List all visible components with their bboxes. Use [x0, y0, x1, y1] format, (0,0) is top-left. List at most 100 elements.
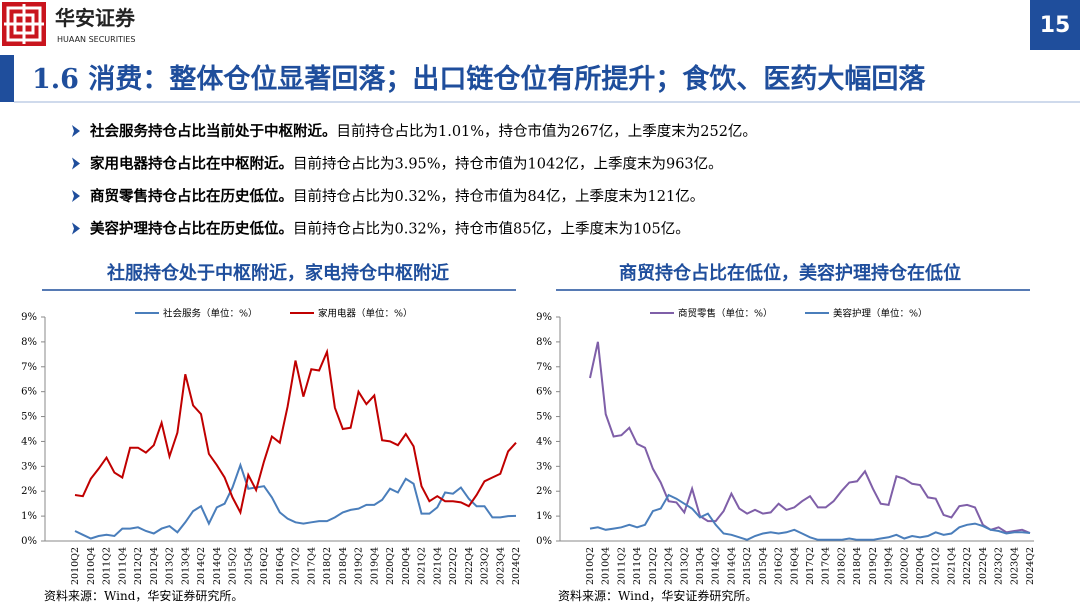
x-tick-label: 2010Q2 [585, 547, 596, 585]
x-tick-label: 2023Q4 [1009, 547, 1020, 585]
page-number: 15 [1040, 13, 1071, 38]
y-tick-label: 6% [536, 387, 552, 398]
x-tick-label: 2011Q4 [117, 547, 128, 585]
x-tick-label: 2015Q2 [742, 547, 753, 585]
bullet-list: 社会服务持仓占比当前处于中枢附近。目前持仓占比为1.01%，持仓市值为267亿，… [72, 122, 757, 238]
x-tick-label: 2018Q4 [338, 547, 349, 585]
y-tick-label: 5% [21, 412, 37, 423]
title-bar [0, 55, 14, 102]
x-tick-label: 2018Q2 [322, 547, 333, 585]
source-note: 资料来源：Wind，华安证券研究所。 [558, 588, 757, 603]
y-tick-label: 5% [536, 412, 552, 423]
x-tick-label: 2016Q4 [789, 547, 800, 585]
x-tick-label: 2015Q4 [758, 547, 769, 585]
legend-label: 商贸零售（单位：%） [678, 308, 773, 320]
y-tick-label: 6% [21, 387, 37, 398]
y-tick-label: 9% [536, 312, 552, 323]
x-tick-label: 2012Q2 [648, 547, 659, 585]
panel-heading: 商贸持仓占比在低位，美容护理持仓在低位 [619, 262, 961, 284]
x-tick-label: 2017Q2 [291, 547, 302, 585]
x-tick-label: 2018Q2 [836, 547, 847, 585]
x-tick-label: 2023Q2 [480, 547, 491, 585]
x-tick-label: 2020Q2 [385, 547, 396, 585]
x-tick-label: 2023Q2 [994, 547, 1005, 585]
x-tick-label: 2016Q2 [259, 547, 270, 585]
x-tick-label: 2021Q4 [946, 547, 957, 585]
bullet-arrow [72, 222, 80, 235]
x-tick-label: 2013Q4 [695, 547, 706, 585]
x-tick-label: 2020Q4 [401, 547, 412, 585]
x-tick-label: 2013Q4 [180, 547, 191, 585]
bullet-arrow [72, 157, 80, 170]
bullet-arrow [72, 190, 80, 202]
x-tick-label: 2016Q4 [275, 547, 286, 585]
x-tick-label: 2014Q2 [196, 547, 207, 585]
bullet-bold: 美容护理持仓占比在历史低位。 [90, 220, 293, 238]
y-tick-label: 7% [536, 362, 552, 373]
bullet-text: 目前持仓占比为0.32%，持仓市值85亿，上季度末为105亿。 [293, 221, 690, 238]
page-number-box [1030, 0, 1080, 50]
y-tick-label: 9% [21, 312, 37, 323]
x-tick-label: 2015Q4 [243, 547, 254, 585]
y-tick-label: 8% [21, 337, 37, 348]
bullet-arrow [72, 125, 80, 137]
bullet: 社会服务持仓占比当前处于中枢附近。目前持仓占比为1.01%，持仓市值为267亿，… [89, 122, 757, 140]
y-tick-label: 8% [536, 337, 552, 348]
x-tick-label: 2020Q2 [899, 547, 910, 585]
brand-en: HUAAN SECURITIES [57, 35, 135, 44]
y-tick-label: 7% [21, 362, 37, 373]
series-line [589, 493, 1031, 541]
x-tick-label: 2022Q4 [464, 547, 475, 585]
bullet-text: 目前持仓占比为3.95%，持仓市值为1042亿，上季度末为963亿。 [293, 156, 723, 173]
y-tick-label: 2% [536, 486, 552, 497]
bullet-bold: 社会服务持仓占比当前处于中枢附近。 [89, 122, 337, 140]
x-tick-label: 2022Q4 [978, 547, 989, 585]
slide-title: 1.6 消费：整体仓位显著回落；出口链仓位有所提升；食饮、医药大幅回落 [32, 63, 926, 95]
bullet-text: 目前持仓占比为0.32%，持仓市值为84亿，上季度末为121亿。 [293, 188, 704, 205]
x-tick-label: 2011Q4 [632, 547, 643, 585]
x-tick-label: 2019Q2 [868, 547, 879, 585]
x-tick-label: 2020Q4 [915, 547, 926, 585]
x-tick-label: 2014Q2 [711, 547, 722, 585]
x-tick-label: 2014Q4 [212, 547, 223, 585]
x-tick-label: 2021Q4 [432, 547, 443, 585]
y-tick-label: 3% [21, 461, 37, 472]
x-tick-label: 2011Q2 [616, 547, 627, 585]
brand: 华安证券 [55, 6, 136, 30]
x-tick-label: 2015Q2 [228, 547, 239, 585]
x-tick-label: 2018Q4 [852, 547, 863, 585]
legend-label: 美容护理（单位：%） [833, 308, 928, 320]
x-tick-label: 2019Q4 [369, 547, 380, 585]
x-tick-label: 2024Q2 [511, 547, 522, 585]
bullet-text: 目前持仓占比为1.01%，持仓市值为267亿，上季度末为252亿。 [337, 123, 757, 140]
x-tick-label: 2016Q2 [774, 547, 785, 585]
x-tick-label: 2022Q2 [448, 547, 459, 585]
x-tick-label: 2012Q4 [664, 547, 675, 585]
x-tick-label: 2022Q2 [962, 547, 973, 585]
x-tick-label: 2021Q2 [931, 547, 942, 585]
y-tick-label: 4% [21, 436, 37, 447]
x-tick-label: 2017Q4 [821, 547, 832, 585]
x-tick-label: 2011Q2 [102, 547, 113, 585]
bullet: 家用电器持仓占比在中枢附近。目前持仓占比为3.95%，持仓市值为1042亿，上季… [90, 155, 723, 173]
x-tick-label: 2010Q4 [86, 547, 97, 585]
bullet-bold: 商贸零售持仓占比在历史低位。 [90, 187, 293, 205]
y-tick-label: 2% [21, 486, 37, 497]
y-tick-label: 3% [536, 461, 552, 472]
x-tick-label: 2017Q4 [306, 547, 317, 585]
x-tick-label: 2023Q4 [495, 547, 506, 585]
series-line [589, 341, 1031, 534]
x-tick-label: 2012Q2 [133, 547, 144, 585]
y-tick-label: 1% [21, 511, 37, 522]
x-tick-label: 2012Q4 [149, 547, 160, 585]
y-tick-label: 0% [536, 536, 552, 547]
y-tick-label: 4% [536, 436, 552, 447]
series-line [74, 462, 517, 540]
x-tick-label: 2017Q2 [805, 547, 816, 585]
x-tick-label: 2024Q2 [1025, 547, 1036, 585]
y-tick-label: 1% [536, 511, 552, 522]
source-note: 资料来源：Wind，华安证券研究所。 [44, 588, 243, 603]
legend-label: 家用电器（单位：%） [318, 308, 413, 320]
